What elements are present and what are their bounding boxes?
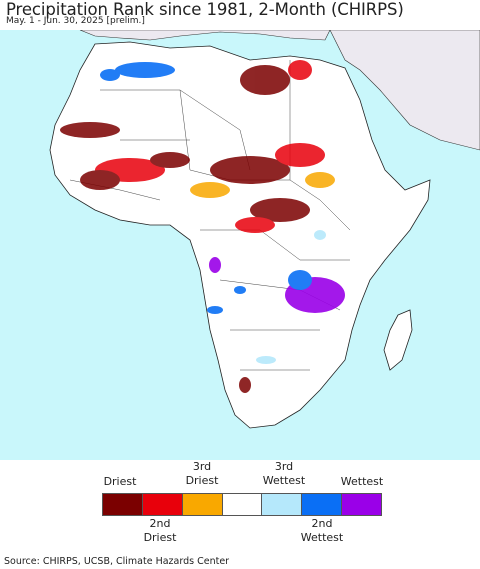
legend-label-wettest: Wettest	[340, 475, 384, 488]
africa-precipitation-map	[0, 30, 480, 460]
legend-label-3rd-driest: 3rd Driest	[185, 460, 219, 487]
legend-swatch-3rd-driest	[182, 494, 223, 515]
source-credit: Source: CHIRPS, UCSB, Climate Hazards Ce…	[4, 556, 230, 567]
legend-swatch-driest	[103, 494, 143, 515]
dry-anomaly-patches	[60, 60, 335, 393]
legend-label-driest: Driest	[103, 475, 137, 488]
legend-label-2nd-driest: 2nd Driest	[143, 517, 177, 544]
legend-label-2nd-wettest: 2nd Wettest	[300, 517, 344, 544]
legend-color-bar	[102, 493, 382, 516]
map-subtitle: May. 1 - Jun. 30, 2025 [prelim.]	[6, 16, 145, 26]
wet-anomaly-patches	[100, 62, 345, 364]
middle-east-region	[329, 30, 480, 151]
legend-swatch-2nd-wettest	[302, 494, 343, 515]
map-title: Precipitation Rank since 1981, 2-Month (…	[6, 0, 404, 19]
europe-region	[79, 30, 331, 41]
legend-swatch-wettest	[342, 494, 382, 515]
legend-swatch-3rd-wettest	[262, 494, 303, 515]
africa-landmass	[49, 41, 431, 429]
legend-swatch-2nd-driest	[142, 494, 183, 515]
madagascar	[383, 309, 413, 371]
legend-label-3rd-wettest: 3rd Wettest	[262, 460, 306, 487]
legend-swatch-normal	[222, 494, 263, 515]
